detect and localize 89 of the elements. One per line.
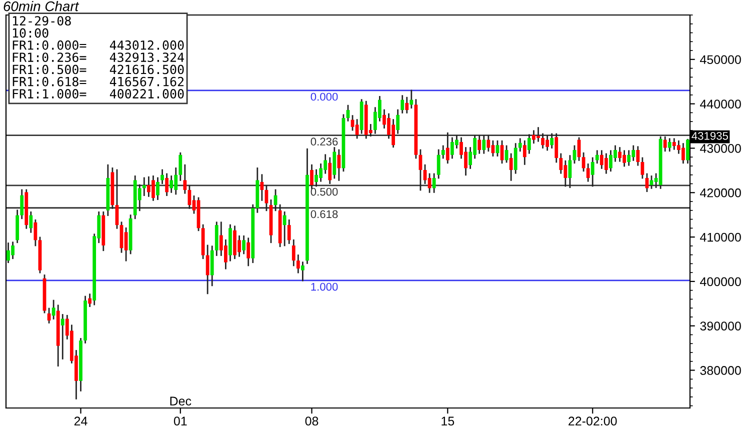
candlestick bbox=[436, 149, 440, 179]
y-tick-label: 380000 bbox=[700, 366, 741, 375]
x-tick-label: 15 bbox=[442, 416, 454, 426]
y-tick-label: 430000 bbox=[700, 144, 741, 153]
candlestick bbox=[156, 177, 160, 200]
candlestick bbox=[590, 157, 594, 187]
candlestick bbox=[165, 173, 169, 196]
candlestick bbox=[663, 136, 667, 152]
y-tick-label: 400000 bbox=[700, 277, 741, 286]
candlestick bbox=[138, 184, 142, 212]
x-tick-label: 01 bbox=[174, 416, 187, 426]
candlestick bbox=[183, 164, 187, 194]
candlestick bbox=[486, 135, 490, 152]
candlestick bbox=[554, 133, 558, 163]
candlestick bbox=[482, 135, 486, 154]
candlestick bbox=[514, 143, 518, 174]
candlestick bbox=[410, 90, 414, 109]
candlestick bbox=[446, 132, 450, 164]
y-tick-label: 390000 bbox=[700, 322, 741, 330]
text: 431935 bbox=[692, 132, 728, 140]
x-tick-label: 08 bbox=[305, 416, 318, 426]
candlestick bbox=[568, 155, 572, 188]
candlestick bbox=[332, 147, 336, 179]
candlestick bbox=[518, 138, 522, 152]
candlestick bbox=[337, 149, 341, 181]
annotation: 1.000 bbox=[311, 282, 338, 291]
candlestick bbox=[627, 150, 631, 166]
candlestick bbox=[287, 219, 291, 244]
y-tick-label: 440000 bbox=[700, 100, 741, 108]
candlestick bbox=[595, 150, 599, 164]
candlestick bbox=[264, 185, 268, 212]
candlestick bbox=[178, 152, 182, 181]
candlestick bbox=[34, 219, 38, 246]
candlestick bbox=[292, 239, 296, 266]
candlestick bbox=[559, 153, 563, 174]
candlestick bbox=[52, 300, 56, 320]
candlestick bbox=[636, 146, 640, 166]
annotation: 0.236 bbox=[310, 138, 338, 146]
candlestick bbox=[400, 95, 404, 114]
candlestick bbox=[170, 176, 174, 193]
candlestick bbox=[686, 138, 690, 164]
y-tick-label: 410000 bbox=[700, 232, 741, 242]
candlestick bbox=[260, 174, 264, 201]
annotation: 12-29-08 bbox=[12, 16, 71, 26]
candlestick bbox=[282, 211, 286, 246]
candlestick bbox=[242, 235, 246, 254]
annotation: FR1:0.000= 443012.000 bbox=[12, 40, 184, 50]
x-tick-label: 22-02:00 bbox=[568, 416, 617, 426]
candlestick bbox=[310, 164, 314, 189]
candlestick bbox=[441, 145, 445, 159]
annotation: 0.000 bbox=[310, 92, 338, 101]
candlestick bbox=[509, 153, 513, 181]
annotation: FR1:0.236= 432913.324 bbox=[12, 52, 184, 62]
candlestick bbox=[650, 176, 654, 189]
candlestick bbox=[296, 254, 300, 274]
y-tick-label: 450000 bbox=[700, 55, 741, 64]
candlestick bbox=[527, 134, 531, 154]
candlestick bbox=[142, 177, 146, 196]
candlestick bbox=[29, 211, 33, 233]
candlestick bbox=[88, 294, 92, 308]
candlestick bbox=[60, 314, 64, 360]
candlestick bbox=[20, 189, 24, 220]
candlestick bbox=[550, 133, 554, 148]
candlestick bbox=[328, 157, 332, 184]
candlestick bbox=[668, 138, 672, 152]
candlestick bbox=[124, 227, 128, 262]
candlestick bbox=[355, 119, 359, 139]
annotation: 10:00 bbox=[12, 28, 48, 38]
candlestick bbox=[478, 135, 482, 154]
candlestick bbox=[160, 169, 164, 184]
chart-title: 60min Chart bbox=[4, 1, 80, 12]
y-tick-label: 420000 bbox=[700, 188, 741, 198]
annotation: FR1:0.500= 421616.500 bbox=[12, 64, 184, 74]
candlestick bbox=[586, 164, 590, 182]
candlestick bbox=[206, 244, 210, 294]
x-tick-label: 24 bbox=[74, 416, 88, 426]
annotation: FR1:0.618= 416567.162 bbox=[12, 76, 184, 86]
candlestick bbox=[432, 173, 436, 193]
candlestick bbox=[301, 262, 304, 282]
candlestick bbox=[224, 239, 228, 270]
annotation: Dec bbox=[170, 396, 192, 406]
candlestick bbox=[522, 140, 526, 165]
annotation: 0.618 bbox=[310, 210, 338, 218]
annotation: FR1:1.000= 400221.000 bbox=[12, 89, 184, 99]
candlestick bbox=[396, 109, 400, 134]
candlestick bbox=[640, 157, 644, 179]
annotation: 0.500 bbox=[310, 188, 338, 196]
candlestick bbox=[246, 238, 250, 266]
candlestick bbox=[405, 96, 409, 114]
